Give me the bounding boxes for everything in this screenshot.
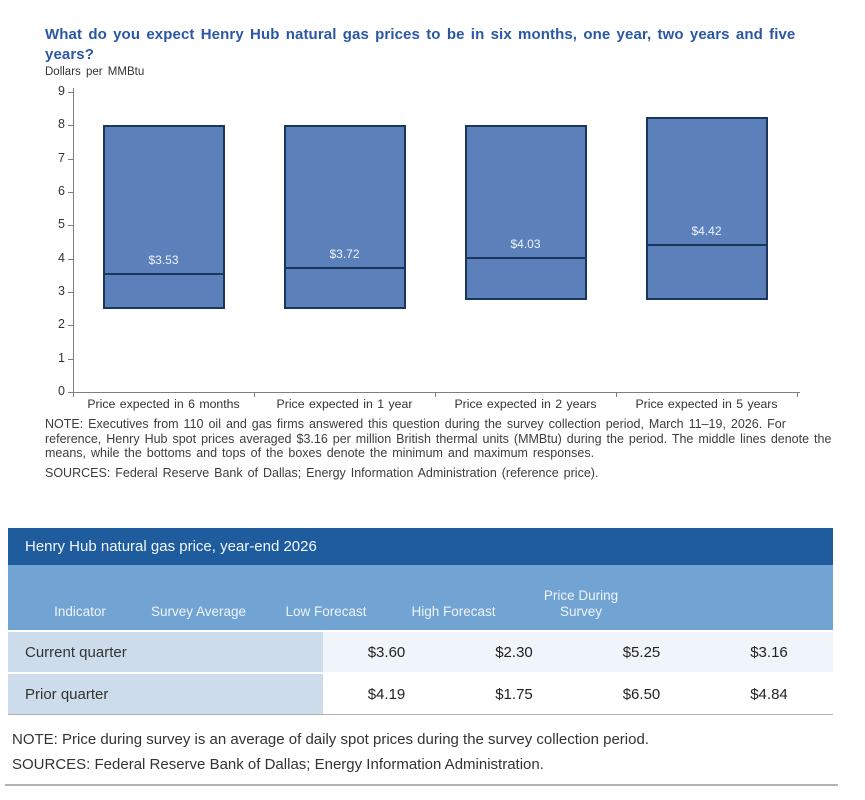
y-tick xyxy=(68,325,73,327)
table-sources: SOURCES: Federal Reserve Bank of Dallas;… xyxy=(12,756,544,773)
y-tick-label: 0 xyxy=(58,384,65,398)
box-4 xyxy=(645,117,768,301)
mean-label: $3.53 xyxy=(148,253,179,268)
cell-survey-average: $3.60 xyxy=(323,632,450,672)
y-tick xyxy=(68,392,73,393)
header-high-forecast: High Forecast xyxy=(411,604,496,619)
chart-title: What do you expect Henry Hub natural gas… xyxy=(45,26,796,63)
x-axis-line xyxy=(73,392,800,393)
mean-label: $4.03 xyxy=(510,236,541,251)
y-tick-label: 2 xyxy=(58,317,65,332)
y-tick-label: 8 xyxy=(58,117,65,132)
x-tick xyxy=(797,392,798,397)
category-label: Price expected in 2 years xyxy=(454,397,597,411)
header-indicator: Indicator xyxy=(54,604,106,619)
y-tick xyxy=(68,125,73,127)
price-table: Henry Hub natural gas price, year-end 20… xyxy=(8,528,833,715)
chart-plot-area: 0 1 2 3 4 5 6 7 8 9 $3.53 Price expected in 6 month… xyxy=(58,84,798,411)
row-label: Current quarter xyxy=(8,632,323,672)
category-label: Price expected in 6 months xyxy=(87,397,240,411)
category-label: Price expected in 1 year xyxy=(276,397,413,411)
cell-low-forecast: $2.30 xyxy=(450,632,578,672)
chart-sources: SOURCES: Federal Reserve Bank of Dallas;… xyxy=(45,466,599,480)
y-axis-line xyxy=(73,88,74,392)
x-tick xyxy=(435,392,436,397)
mean-line xyxy=(466,256,585,259)
cell-price-during-survey: $4.84 xyxy=(705,674,833,714)
y-tick-label: 7 xyxy=(58,150,65,165)
category-label: Price expected in 5 years xyxy=(635,397,778,411)
table-row-prior-quarter: Prior quarter $4.19 $1.75 $6.50 $4.84 xyxy=(8,672,833,714)
x-tick xyxy=(616,392,617,397)
mean-line xyxy=(647,243,766,246)
y-tick-label: 1 xyxy=(58,350,65,365)
table-row-current-quarter: Current quarter $3.60 $2.30 $5.25 $3.16 xyxy=(8,630,833,672)
x-tick xyxy=(73,392,74,397)
y-tick xyxy=(68,225,73,227)
row-label: Prior quarter xyxy=(8,674,323,714)
chart-unit-label: Dollars per MMBtu xyxy=(45,66,145,78)
cell-price-during-survey: $3.16 xyxy=(705,632,833,672)
bottom-divider xyxy=(5,784,838,786)
mean-label: $3.72 xyxy=(329,247,360,261)
cell-low-forecast: $1.75 xyxy=(450,674,578,714)
y-tick-label: 3 xyxy=(58,284,65,298)
cell-high-forecast: $5.25 xyxy=(578,632,705,672)
y-tick-label: 5 xyxy=(58,217,65,232)
box-3 xyxy=(464,125,587,301)
y-tick xyxy=(68,192,73,193)
header-low-forecast: Low Forecast xyxy=(285,604,367,619)
y-tick-label: 4 xyxy=(58,250,65,265)
y-tick xyxy=(68,92,73,93)
x-tick xyxy=(254,392,255,397)
header-survey-average: Survey Average xyxy=(150,604,247,619)
cell-survey-average: $4.19 xyxy=(323,674,450,714)
y-tick xyxy=(68,158,73,160)
y-tick xyxy=(68,258,73,260)
mean-line xyxy=(104,273,223,276)
y-tick xyxy=(68,292,73,293)
y-tick xyxy=(68,358,73,360)
cell-high-forecast: $6.50 xyxy=(578,674,705,714)
box-1 xyxy=(102,125,225,309)
table-footnotes: NOTE: Price during survey is an average … xyxy=(12,727,832,777)
mean-line xyxy=(285,267,404,269)
table-note: NOTE: Price during survey is an average … xyxy=(12,731,649,748)
table-title: Henry Hub natural gas price, year-end 20… xyxy=(8,528,833,565)
mean-label: $4.42 xyxy=(691,223,722,238)
y-tick-label: 6 xyxy=(58,184,65,198)
box-2 xyxy=(283,125,406,309)
header-price-during-survey: Price During Survey xyxy=(543,588,619,619)
chart-note: NOTE: Executives from 110 oil and gas fi… xyxy=(45,417,832,461)
table-header-row: Indicator Survey Average Low Forecast Hi… xyxy=(8,565,833,630)
y-tick-label: 9 xyxy=(58,84,65,98)
